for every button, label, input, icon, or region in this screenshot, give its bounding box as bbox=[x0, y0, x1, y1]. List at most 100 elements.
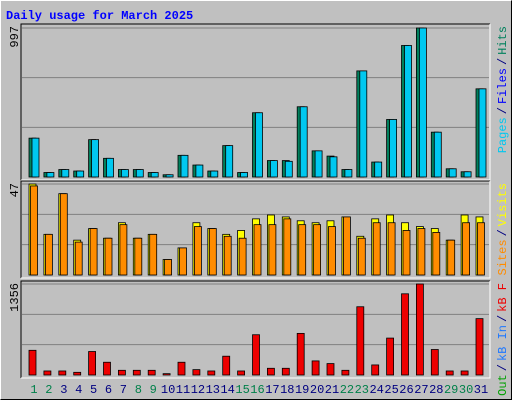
bar bbox=[447, 239, 456, 276]
bar bbox=[237, 370, 246, 376]
x-tick-label: 21 bbox=[325, 383, 339, 397]
x-tick-label: 4 bbox=[75, 383, 82, 397]
bar bbox=[418, 27, 427, 178]
bar bbox=[462, 222, 471, 276]
bar bbox=[89, 228, 98, 276]
bar bbox=[311, 360, 320, 376]
bar bbox=[463, 171, 472, 178]
bar bbox=[43, 370, 52, 376]
bar bbox=[357, 237, 366, 276]
bar bbox=[225, 145, 234, 178]
bar bbox=[195, 164, 204, 178]
bar bbox=[404, 45, 412, 178]
bar bbox=[298, 224, 307, 276]
bar bbox=[147, 369, 156, 376]
legend-entry: Pages bbox=[496, 117, 510, 153]
bar bbox=[240, 172, 249, 178]
x-tick-label: 7 bbox=[120, 383, 127, 397]
bar bbox=[59, 193, 68, 276]
x-tick-label: 30 bbox=[459, 383, 473, 397]
bar bbox=[252, 334, 260, 376]
panel-edge-light bbox=[21, 24, 491, 181]
bar bbox=[91, 139, 99, 178]
bar bbox=[299, 106, 308, 178]
x-tick-label: 31 bbox=[474, 383, 488, 397]
panel-edge-light bbox=[21, 281, 491, 379]
bar bbox=[30, 185, 38, 276]
bar bbox=[207, 370, 216, 376]
legend: kB Out / kB In / kB F bbox=[496, 283, 510, 400]
legend-separator: / bbox=[496, 229, 510, 236]
bar bbox=[356, 306, 365, 376]
x-tick-label: 26 bbox=[399, 383, 413, 397]
bar bbox=[344, 169, 353, 178]
x-tick-label: 11 bbox=[176, 383, 190, 397]
bar bbox=[208, 228, 217, 276]
y-max-label: 997 bbox=[8, 26, 22, 48]
bar bbox=[296, 332, 305, 376]
chart-title: Daily usage for March 2025 bbox=[6, 9, 193, 23]
x-tick-label: 20 bbox=[310, 383, 324, 397]
x-tick-label: 9 bbox=[150, 383, 157, 397]
bar bbox=[103, 361, 111, 376]
bar bbox=[266, 367, 275, 376]
bar bbox=[448, 168, 457, 178]
bar bbox=[371, 364, 380, 376]
bar bbox=[134, 237, 143, 276]
bar bbox=[45, 233, 53, 276]
bar bbox=[387, 222, 396, 276]
bar bbox=[119, 224, 128, 276]
bar bbox=[74, 241, 83, 276]
bar bbox=[46, 172, 55, 178]
x-tick-label: 16 bbox=[250, 383, 264, 397]
x-tick-label: 5 bbox=[90, 383, 97, 397]
legend-entry: Files bbox=[496, 68, 510, 104]
bar bbox=[31, 137, 40, 178]
x-tick-label: 10 bbox=[161, 383, 175, 397]
x-tick-label: 25 bbox=[384, 383, 398, 397]
bar bbox=[415, 283, 424, 376]
x-tick-label: 27 bbox=[414, 383, 428, 397]
bar bbox=[132, 369, 141, 376]
panel-edge-dark bbox=[20, 280, 490, 378]
x-tick-label: 15 bbox=[235, 383, 249, 397]
bar bbox=[328, 226, 336, 276]
bar bbox=[222, 355, 231, 376]
bar bbox=[326, 363, 335, 376]
bar bbox=[477, 222, 485, 276]
legend-entry: kB Out bbox=[496, 374, 510, 400]
bar bbox=[284, 160, 293, 178]
bar bbox=[179, 247, 187, 276]
x-tick-label: 12 bbox=[191, 383, 205, 397]
x-tick-label: 18 bbox=[280, 383, 294, 397]
bar bbox=[255, 112, 263, 178]
x-tick-label: 19 bbox=[295, 383, 309, 397]
bar bbox=[149, 233, 158, 276]
bar bbox=[104, 237, 113, 276]
legend: Pages / Files / Hits bbox=[496, 26, 510, 153]
bar bbox=[374, 161, 383, 178]
bar bbox=[193, 226, 202, 276]
legend-entry: Sites bbox=[496, 239, 510, 275]
bar bbox=[135, 169, 144, 178]
y-max-label: 1356 bbox=[8, 283, 22, 312]
legend-entry: Visits bbox=[496, 183, 510, 226]
panel-edge-light bbox=[21, 181, 491, 279]
bar bbox=[372, 222, 381, 276]
bar bbox=[313, 224, 322, 276]
bar bbox=[210, 170, 219, 178]
bar bbox=[73, 371, 82, 376]
bar bbox=[58, 370, 67, 376]
bar bbox=[269, 160, 278, 178]
bar bbox=[165, 174, 174, 178]
bar bbox=[88, 351, 96, 376]
bar bbox=[341, 369, 350, 376]
bar bbox=[417, 228, 426, 276]
legend-separator: / bbox=[496, 315, 510, 322]
x-tick-label: 17 bbox=[265, 383, 279, 397]
bar bbox=[223, 235, 232, 276]
bar bbox=[389, 119, 398, 178]
panel-edge-dark bbox=[20, 23, 490, 180]
